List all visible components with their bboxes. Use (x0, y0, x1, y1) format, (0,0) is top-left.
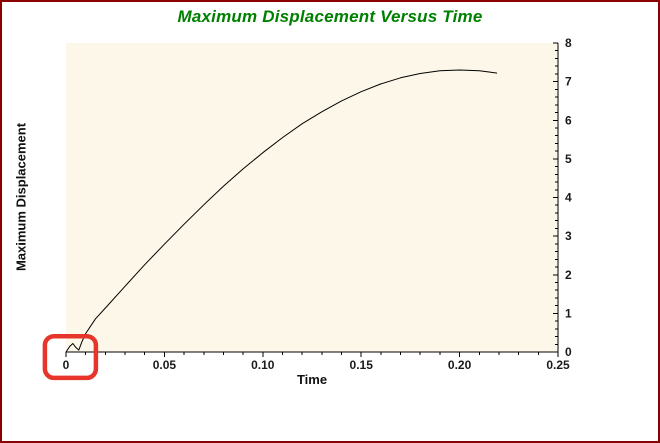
x-tick-label: 0.10 (251, 358, 275, 372)
x-tick-label: 0.05 (153, 358, 177, 372)
y-tick-label: 6 (565, 113, 572, 127)
x-tick-label: 0.20 (448, 358, 472, 372)
origin-highlight-annotation (42, 333, 99, 381)
plot-background (66, 43, 558, 352)
y-tick-label: 8 (565, 36, 572, 50)
y-tick-label: 5 (565, 152, 572, 166)
y-tick-label: 3 (565, 229, 572, 243)
y-tick-label: 1 (565, 306, 572, 320)
x-tick-label: 0.25 (546, 358, 570, 372)
x-axis-title: Time (296, 372, 328, 387)
y-tick-label: 0 (565, 345, 572, 359)
x-tick-label: 0.15 (350, 358, 374, 372)
y-tick-label: 2 (565, 268, 572, 282)
displacement-curve (65, 69, 498, 353)
x-tick-label: 0 (63, 358, 70, 372)
chart-title: Maximum Displacement Versus Time (177, 7, 483, 26)
y-tick-label: 4 (565, 191, 572, 205)
y-tick-label: 7 (565, 75, 572, 89)
